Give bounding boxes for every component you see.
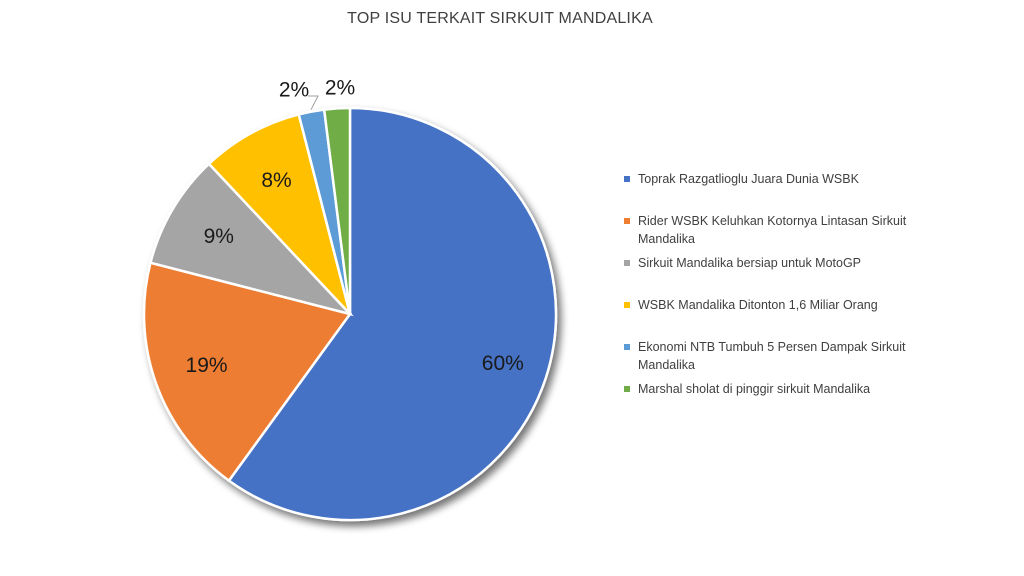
legend-label-3: Sirkuit Mandalika bersiap untuk MotoGP [638,256,862,270]
legend-marker-3 [624,260,630,266]
legend-label-2: Rider WSBK Keluhkan Kotornya Lintasan Si… [638,214,907,246]
pie-slice-2 [142,261,353,483]
slice-label-3: 9% [204,225,234,248]
legend-marker-6 [624,386,630,392]
slice-label-4: 8% [261,169,291,192]
legend-item-5: Ekonomi NTB Tumbuh 5 Persen Dampak Sirku… [624,338,944,374]
pie-slice-1 [227,106,558,522]
legend-item-3: Sirkuit Mandalika bersiap untuk MotoGP [624,254,944,272]
pie-chart: 60% 19% 9% 8% 2% 2% [142,77,558,522]
slice-label-2: 19% [186,354,228,377]
legend-label-4: WSBK Mandalika Ditonton 1,6 Miliar Orang [638,298,878,312]
legend-label-6: Marshal sholat di pinggir sirkuit Mandal… [638,382,871,396]
chart-legend: Toprak Razgatlioglu Juara Dunia WSBK Ride… [624,170,944,422]
pie-slice-3 [148,162,354,317]
legend-item-4: WSBK Mandalika Ditonton 1,6 Miliar Orang [624,296,944,314]
slice-label-1: 60% [482,352,524,375]
legend-marker-2 [624,218,630,224]
slice-label-6: 2% [325,77,355,100]
pie-slice-6 [322,106,352,315]
legend-label-5: Ekonomi NTB Tumbuh 5 Persen Dampak Sirku… [638,340,906,372]
legend-marker-5 [624,344,630,350]
legend-item-2: Rider WSBK Keluhkan Kotornya Lintasan Si… [624,212,944,248]
pie-slice-4 [207,112,352,315]
legend-label-1: Toprak Razgatlioglu Juara Dunia WSBK [638,172,859,186]
slice-label-5: 2% [279,79,309,102]
legend-marker-4 [624,302,630,308]
leader-line-5 [308,95,319,110]
chart-title: TOP ISU TERKAIT SIRKUIT MANDALIKA [347,10,653,27]
legend-marker-1 [624,176,630,182]
legend-item-6: Marshal sholat di pinggir sirkuit Mandal… [624,380,944,398]
legend-item-1: Toprak Razgatlioglu Juara Dunia WSBK [624,170,944,188]
